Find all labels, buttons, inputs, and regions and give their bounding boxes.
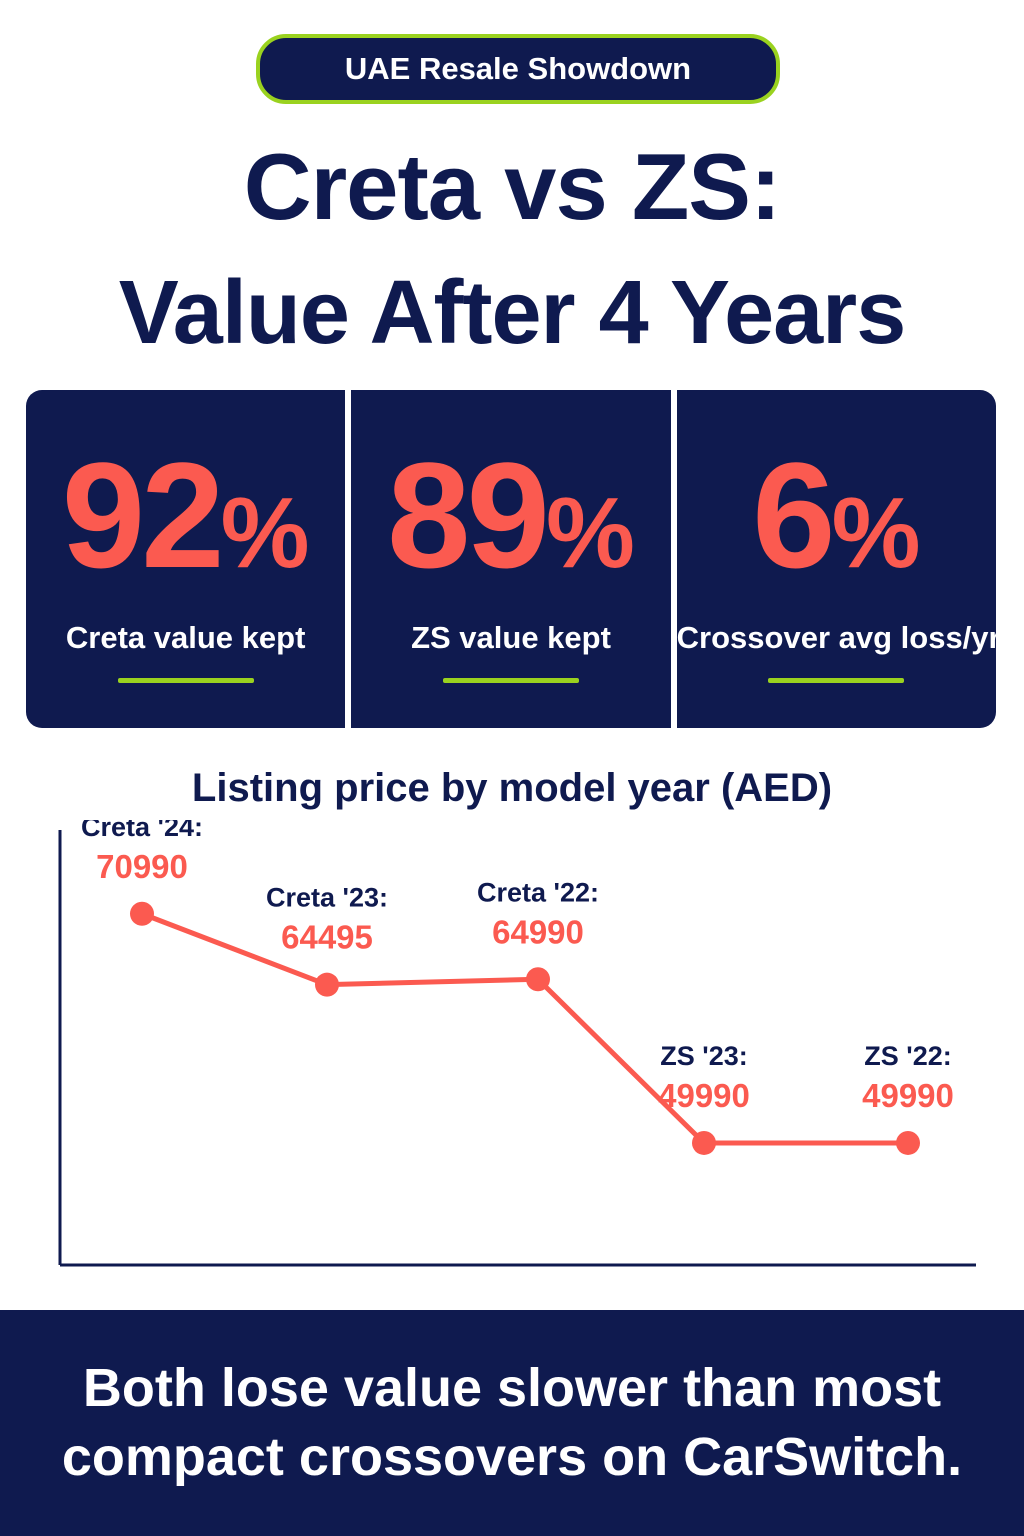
data-label: 49990 (862, 1077, 954, 1114)
stat-label: Creta value kept (65, 620, 306, 655)
footer-text: Both lose value slower than most compact… (61, 1357, 963, 1487)
stat-cards: 92% Creta value kept 89% ZS value kept 6… (26, 390, 1001, 728)
data-point (526, 967, 550, 992)
category-label: Creta '24: (81, 820, 203, 842)
chart-title: Listing price by model year (AED) (191, 766, 833, 810)
stat-value: 6% (752, 431, 921, 599)
stat-card-creta: 92% Creta value kept (26, 390, 346, 728)
stat-underline (117, 678, 254, 683)
stat-label: ZS value kept (411, 620, 611, 655)
data-point (896, 1130, 920, 1155)
page-title-line-2: Value After 4 Years (118, 263, 907, 363)
category-label: Creta '22: (477, 877, 599, 907)
stat-underline (768, 678, 905, 683)
header-badge: UAE Resale Showdown (256, 34, 780, 104)
page-title-line-1: Creta vs ZS: (243, 134, 782, 239)
data-label: 70990 (96, 848, 188, 885)
price-line-chart: Creta '24: 70990 Creta '23: 64495 Creta '22:… (58, 820, 976, 1267)
data-label: 64990 (492, 913, 584, 950)
data-label: 49990 (658, 1077, 750, 1114)
stat-card-crossover-loss: 6% Crossover avg loss/yr (676, 390, 1001, 728)
stat-value: 92% (61, 431, 310, 599)
footer-banner: Both lose value slower than most compact… (0, 1310, 1024, 1536)
stat-underline (442, 678, 579, 683)
category-label: ZS '23: (660, 1041, 747, 1071)
data-point (130, 901, 154, 926)
category-label: Creta '23: (266, 883, 388, 913)
stat-value: 89% (387, 431, 635, 599)
data-label: 64495 (281, 919, 373, 956)
category-label: ZS '22: (864, 1041, 951, 1071)
data-point (692, 1130, 716, 1155)
stat-label: Crossover avg loss/yr (676, 620, 1001, 655)
stat-card-zs: 89% ZS value kept (351, 390, 671, 728)
data-point (315, 972, 339, 997)
